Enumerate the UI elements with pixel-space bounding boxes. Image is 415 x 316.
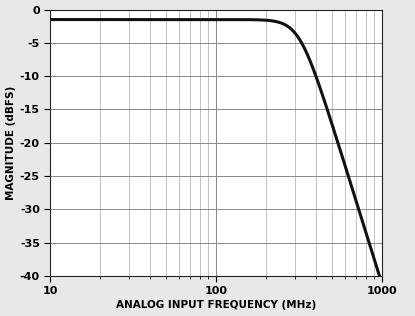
X-axis label: ANALOG INPUT FREQUENCY (MHz): ANALOG INPUT FREQUENCY (MHz) bbox=[116, 301, 316, 310]
Y-axis label: MAGNITUDE (dBFS): MAGNITUDE (dBFS) bbox=[5, 86, 15, 200]
